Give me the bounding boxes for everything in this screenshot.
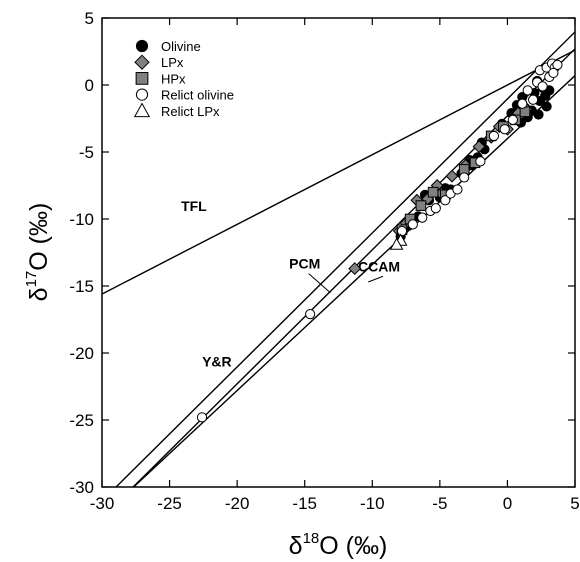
y-tick-label: -5	[79, 143, 94, 162]
point-relict-olivine	[407, 219, 418, 230]
point-relict-olivine	[499, 124, 510, 135]
x-tick-label: -20	[225, 494, 250, 513]
point-relict-olivine	[459, 172, 470, 183]
label-y-r: Y&R	[202, 353, 232, 369]
legend-label-hpx: HPx	[161, 71, 186, 86]
point-lpx	[348, 262, 362, 276]
x-tick-label: 5	[570, 494, 579, 513]
point-relict-olivine	[196, 412, 208, 423]
x-tick-label: -10	[360, 494, 385, 513]
y-tick-label: -30	[69, 478, 94, 497]
leader-ccam	[368, 275, 384, 283]
y-tick-labels: -30 -25 -20 -15 -10 -5 0 5	[69, 9, 94, 497]
legend-marker-relict-lpx	[133, 102, 151, 118]
label-pcm: PCM	[289, 256, 320, 272]
point-relict-olivine	[452, 184, 463, 195]
point-lpx	[472, 140, 486, 154]
legend-marker-hpx	[135, 72, 149, 85]
x-tick-label: -5	[432, 494, 447, 513]
point-relict-olivine	[548, 67, 559, 79]
data-points	[196, 58, 563, 423]
point-relict-olivine	[528, 94, 539, 105]
point-relict-olivine	[522, 85, 533, 96]
point-hpx	[415, 200, 427, 211]
point-olivine	[533, 109, 544, 120]
point-relict-olivine	[417, 212, 428, 223]
point-relict-olivine	[537, 81, 548, 92]
y-tick-label: -15	[69, 277, 94, 296]
x-tick-labels: -30 -25 -20 -15 -10 -5 0 5	[90, 494, 580, 513]
point-olivine	[541, 101, 552, 112]
leader-pcm	[308, 273, 331, 294]
point-lpx	[445, 169, 459, 183]
legend-marker-lpx	[134, 54, 150, 70]
point-relict-olivine	[517, 98, 528, 109]
x-tick-label: -25	[157, 494, 182, 513]
label-leaders	[308, 273, 384, 294]
x-tick-label: -15	[292, 494, 317, 513]
y-tick-label: -10	[69, 210, 94, 229]
legend-label-relict-lpx: Relict LPx	[161, 104, 220, 119]
point-relict-olivine	[440, 195, 451, 206]
x-tick-label: -30	[90, 494, 115, 513]
point-relict-olivine	[430, 203, 441, 214]
legend-label-olivine: Olivine	[161, 39, 201, 54]
label-ccam: CCAM	[358, 258, 400, 274]
x-axis-title: δ18O (‰)	[289, 530, 388, 560]
point-relict-olivine	[552, 59, 563, 71]
point-relict-olivine	[475, 156, 486, 167]
legend-marker-olivine	[135, 39, 149, 53]
line-ccam	[132, 74, 575, 487]
y-tick-label: 5	[85, 9, 94, 28]
point-relict-olivine	[488, 130, 500, 142]
plot-frame	[101, 17, 576, 488]
legend-label-lpx: LPx	[161, 55, 184, 70]
x-tick-label: 0	[503, 494, 512, 513]
legend-marker-relict-olivine	[135, 88, 149, 101]
point-relict-lpx	[389, 237, 404, 250]
y-tick-label: 0	[85, 76, 94, 95]
y-axis-title: δ17O (‰)	[23, 203, 53, 302]
point-relict-olivine	[396, 225, 408, 237]
y-tick-label: -20	[69, 344, 94, 363]
point-relict-olivine	[305, 309, 316, 320]
y-tick-label: -25	[69, 411, 94, 430]
label-tfl: TFL	[181, 198, 207, 214]
point-relict-olivine	[507, 114, 518, 125]
legend-label-relict-olivine: Relict olivine	[161, 88, 234, 103]
reference-line-labels: TFL PCM CCAM Y&R	[181, 198, 400, 369]
axis-ticks	[101, 17, 576, 488]
point-hpx	[427, 186, 439, 198]
